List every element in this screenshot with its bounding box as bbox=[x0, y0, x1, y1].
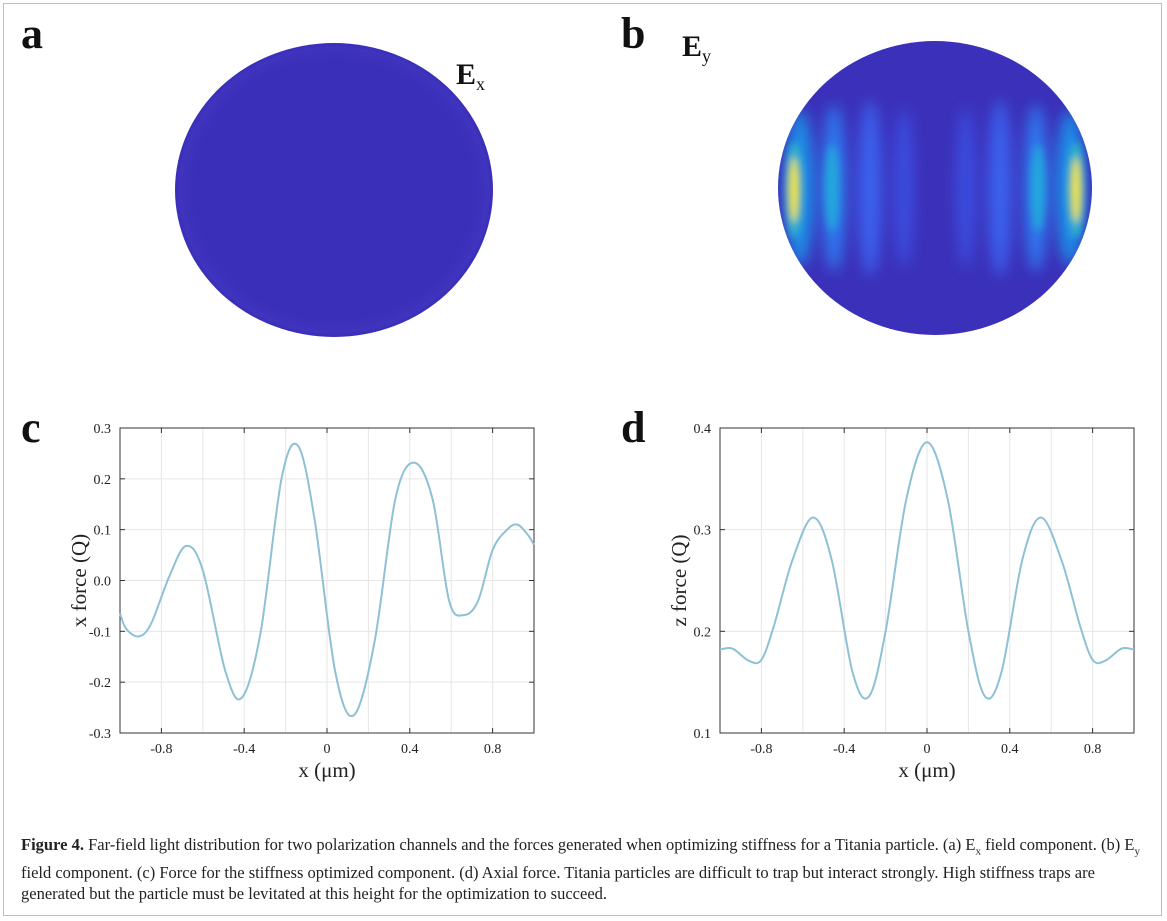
y-tick-label: 0.1 bbox=[94, 524, 112, 539]
ex-field-image bbox=[175, 43, 493, 337]
y-tick-label: 0.2 bbox=[94, 473, 112, 488]
y-tick-label: 0.0 bbox=[94, 575, 112, 590]
x-tick-label: -0.8 bbox=[750, 742, 772, 757]
x-tick-label: -0.8 bbox=[150, 742, 172, 757]
y-axis-label: z force (Q) bbox=[667, 534, 691, 626]
y-tick-label: 0.3 bbox=[694, 524, 712, 539]
panel-letter-d: d bbox=[621, 403, 646, 452]
x-tick-label: 0 bbox=[924, 742, 931, 757]
y-tick-label: 0.1 bbox=[694, 727, 712, 742]
panel-letter-a: a bbox=[21, 9, 43, 58]
x-tick-label: 0 bbox=[324, 742, 331, 757]
y-tick-label: -0.1 bbox=[89, 625, 111, 640]
field-label-ex: Ex bbox=[456, 58, 486, 94]
y-tick-label: -0.3 bbox=[89, 727, 111, 742]
x-tick-label: 0.4 bbox=[401, 742, 419, 757]
x-tick-label: 0.8 bbox=[484, 742, 502, 757]
force-series-line bbox=[119, 442, 535, 718]
x-tick-label: -0.4 bbox=[233, 742, 255, 757]
x-axis-label: x (μm) bbox=[898, 758, 955, 782]
x-axis-label: x (μm) bbox=[298, 758, 355, 782]
figure-frame bbox=[3, 3, 1162, 916]
x-force-chart: -0.8 -0.4 0 0.4 0.8 -0.3 -0.2 -0.1 0.0 0.1 0.2 0.3 x… bbox=[67, 422, 535, 782]
force-series-line bbox=[719, 441, 1135, 700]
y-tick-label: 0.2 bbox=[694, 625, 712, 640]
y-tick-label: 0.4 bbox=[694, 422, 712, 437]
field-label-ey: Ey bbox=[682, 30, 712, 66]
figure-caption: Figure 4. Far-field light distribution f… bbox=[21, 835, 1140, 904]
y-axis-label: x force (Q) bbox=[67, 534, 91, 627]
y-tick-label: 0.3 bbox=[94, 422, 112, 437]
panel-letter-b: b bbox=[621, 9, 646, 58]
x-tick-label: -0.4 bbox=[833, 742, 855, 757]
x-tick-label: 0.4 bbox=[1001, 742, 1019, 757]
y-tick-label: -0.2 bbox=[89, 676, 111, 691]
panel-letter-c: c bbox=[21, 403, 41, 452]
x-tick-label: 0.8 bbox=[1084, 742, 1102, 757]
caption-label: Figure 4. bbox=[21, 835, 84, 854]
z-force-chart: -0.8 -0.4 0 0.4 0.8 0.1 0.2 0.3 0.4 x (μm) z force… bbox=[667, 422, 1135, 782]
ey-field-image bbox=[778, 41, 1092, 335]
